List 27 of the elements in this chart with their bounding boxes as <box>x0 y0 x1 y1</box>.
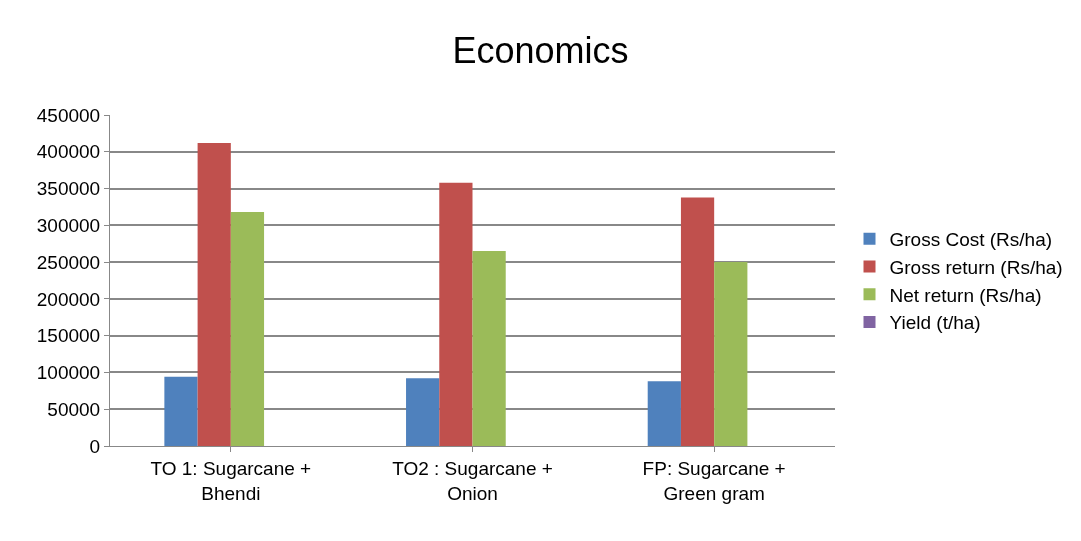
bar <box>406 378 440 446</box>
bar <box>197 142 231 446</box>
y-tick-label: 50000 <box>47 398 101 420</box>
y-tick-label: 400000 <box>36 141 101 163</box>
bar <box>714 262 748 446</box>
bar <box>439 182 473 446</box>
y-tick-label: 450000 <box>36 104 101 126</box>
x-tick-label: TO 1: Sugarcane + Bhendi <box>150 457 312 504</box>
chart-title: Economics <box>452 30 629 72</box>
x-tick-label: FP: Sugarcane + Green gram <box>642 457 786 504</box>
bar <box>230 212 265 446</box>
y-tick-label: 200000 <box>36 288 101 310</box>
y-tick-label: 350000 <box>36 178 101 200</box>
x-tick-label: TO2 : Sugarcane + Onion <box>392 457 553 504</box>
y-tick-label: 0 <box>89 435 101 457</box>
y-tick-label: 250000 <box>36 251 101 273</box>
y-tick-label: 100000 <box>36 362 101 384</box>
bar <box>164 376 198 446</box>
bar <box>472 251 506 446</box>
y-tick-label: 300000 <box>36 214 101 236</box>
y-tick-label: 150000 <box>36 325 101 347</box>
bar <box>647 381 681 446</box>
legend-label: Net return (Rs/ha) <box>889 284 1042 306</box>
legend-label: Gross return (Rs/ha) <box>889 256 1063 278</box>
legend-label: Yield (t/ha) <box>889 312 981 334</box>
legend-label: Gross Cost (Rs/ha) <box>889 229 1053 251</box>
bar <box>680 197 715 446</box>
